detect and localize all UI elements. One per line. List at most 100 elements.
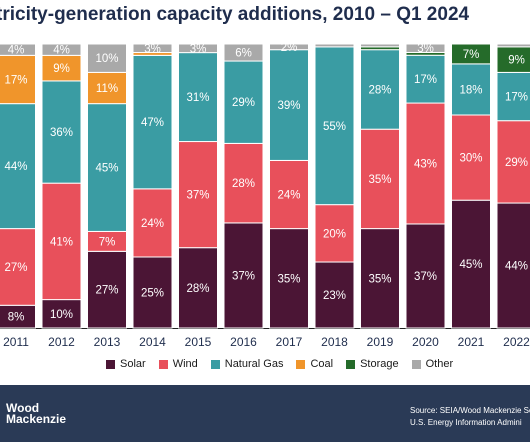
- data-label: 35%: [277, 273, 300, 285]
- data-label: 2%: [281, 42, 298, 54]
- data-label: 35%: [368, 174, 391, 186]
- bar-segment-other-2018: [314, 43, 355, 48]
- data-label: 17%: [414, 74, 437, 86]
- data-label: 28%: [232, 178, 255, 190]
- bar-segment-solar-2014: [132, 256, 173, 329]
- bar-segment-storage-2021: [451, 43, 491, 65]
- x-tick-label: 2020: [412, 335, 439, 349]
- data-label: 24%: [277, 190, 300, 202]
- legend-swatch: [296, 359, 306, 369]
- bar-segment-wind-2015: [178, 141, 218, 249]
- bar-segment-natural-gas-2021: [451, 63, 491, 116]
- bar-segment-other-2013: [87, 43, 127, 73]
- data-label: 27%: [4, 262, 27, 274]
- x-tick-label: 2013: [94, 335, 121, 349]
- data-label: 37%: [232, 270, 255, 282]
- data-label: 27%: [95, 285, 118, 297]
- legend-item-storage: Storage: [346, 358, 399, 370]
- data-label: 39%: [277, 100, 300, 112]
- data-label: 10%: [95, 53, 118, 65]
- data-label: 3%: [417, 43, 434, 55]
- data-label: 41%: [50, 236, 73, 248]
- x-tick-label: 2011: [3, 335, 29, 349]
- data-label: 23%: [323, 290, 346, 302]
- data-label: 29%: [505, 157, 528, 169]
- data-label: 29%: [232, 97, 255, 109]
- data-label: 36%: [50, 127, 73, 139]
- bar-segment-natural-gas-2012: [41, 80, 82, 184]
- x-tick-label: 2022: [503, 335, 530, 349]
- bar-segment-coal-2013: [87, 71, 127, 105]
- x-tick-label: 2017: [276, 335, 303, 349]
- data-label: 4%: [8, 45, 25, 57]
- bar-segment-coal-2012: [41, 54, 82, 82]
- x-tick-label: 2012: [48, 335, 75, 349]
- data-label: 35%: [368, 273, 391, 285]
- bar-segment-solar-2020: [405, 223, 446, 329]
- x-tick-label: 2019: [367, 335, 394, 349]
- bar-segment-coal-2011: [0, 54, 36, 105]
- bar-segment-wind-2018: [314, 204, 355, 263]
- data-label: 6%: [235, 48, 252, 60]
- data-label: 20%: [323, 228, 346, 240]
- data-label: 37%: [414, 271, 437, 283]
- bar-segment-other-2016: [223, 43, 264, 62]
- legend-swatch: [210, 359, 220, 369]
- data-label: 3%: [144, 43, 161, 55]
- data-label: 37%: [186, 190, 209, 202]
- legend-swatch: [411, 359, 421, 369]
- bar-segment-other-2022: [496, 43, 530, 48]
- legend-swatch: [158, 359, 168, 369]
- data-label: 47%: [141, 117, 164, 129]
- data-label: 11%: [96, 83, 118, 95]
- x-tick-label: 2014: [139, 335, 166, 349]
- legend-label: Wind: [172, 358, 198, 370]
- legend-item-natural-gas: Natural Gas: [210, 358, 283, 370]
- bar-segment-natural-gas-2022: [496, 71, 530, 122]
- data-label: 17%: [4, 75, 27, 87]
- bar-segment-natural-gas-2015: [178, 52, 218, 143]
- legend-swatch: [346, 359, 356, 369]
- data-label: 7%: [99, 236, 116, 248]
- x-tick-label: 2016: [230, 335, 257, 349]
- legend-item-coal: Coal: [296, 358, 333, 370]
- source-note: Source: SEIA/Wood Mackenzie So U.S. Ener…: [410, 405, 530, 429]
- logo-line-2: Mackenzie: [6, 412, 67, 426]
- bar-segment-solar-2021: [451, 199, 491, 329]
- bar-segment-wind-2011: [0, 228, 36, 306]
- bar-segment-other-2014: [132, 43, 173, 54]
- bar-segment-natural-gas-2014: [132, 54, 173, 190]
- data-label: 30%: [459, 153, 482, 165]
- bar-segment-wind-2012: [41, 182, 82, 301]
- source-line-1: Source: SEIA/Wood Mackenzie So: [410, 406, 530, 415]
- data-label: 18%: [459, 84, 482, 96]
- data-label: 31%: [186, 92, 209, 104]
- bar-segment-solar-2015: [178, 247, 218, 329]
- bar-segment-wind-2016: [223, 142, 264, 224]
- legend-label: Solar: [120, 358, 146, 370]
- source-line-2: U.S. Energy Information Admini: [410, 418, 522, 427]
- data-label: 3%: [190, 43, 207, 55]
- bar-segment-natural-gas-2013: [87, 103, 127, 232]
- bar-segment-wind-2014: [132, 188, 173, 258]
- footer-bar: Wood Mackenzie Source: SEIA/Wood Mackenz…: [0, 385, 530, 442]
- data-label: 17%: [505, 92, 528, 104]
- data-label: 9%: [53, 63, 70, 75]
- bar-segment-other-2015: [178, 43, 218, 54]
- bar-segment-wind-2021: [451, 114, 491, 201]
- bar-segment-solar-2019: [360, 228, 400, 329]
- data-label: 55%: [323, 121, 346, 133]
- bar-segment-solar-2012: [41, 299, 82, 329]
- data-label: 9%: [508, 55, 525, 67]
- data-label: 28%: [186, 283, 209, 295]
- data-label: 24%: [141, 218, 164, 230]
- bar-segment-other-2020: [405, 43, 446, 53]
- bar-segment-natural-gas-2018: [314, 46, 355, 206]
- bar-segment-solar-2013: [87, 250, 127, 329]
- bar-segment-wind-2017: [269, 159, 309, 230]
- legend-item-other: Other: [411, 358, 454, 370]
- legend-label: Other: [425, 358, 454, 370]
- legend-item-solar: Solar: [106, 358, 146, 370]
- bar-segment-other-2012: [41, 43, 82, 56]
- logo-line-1: Wood: [6, 401, 40, 415]
